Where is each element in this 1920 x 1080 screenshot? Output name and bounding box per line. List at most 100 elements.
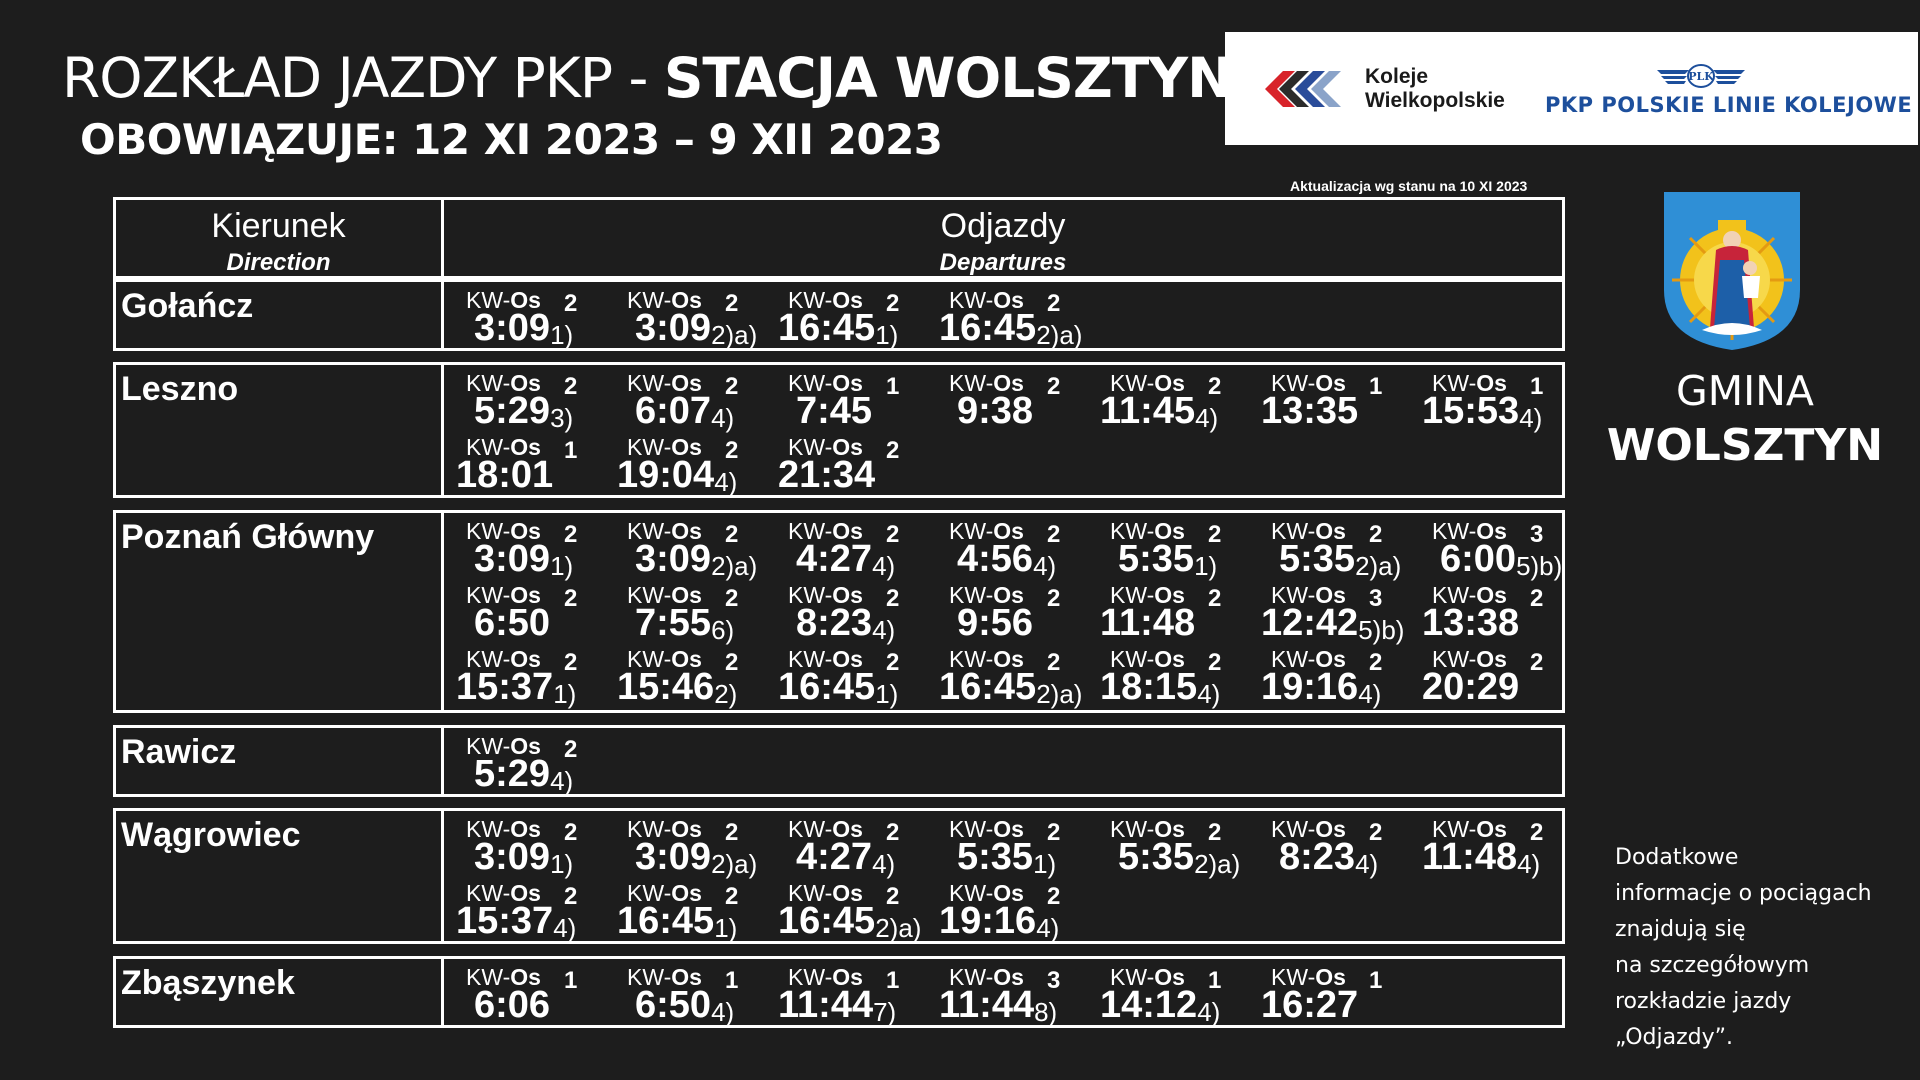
train-category-prefix: KW- (788, 518, 833, 544)
train-category-suffix: Os (1476, 646, 1507, 672)
departure-time: 16:27 (1261, 984, 1359, 1026)
destination-name: Poznań Główny (121, 518, 375, 556)
gmina-wolsztyn-coat-of-arms-icon (1664, 192, 1800, 350)
platform-number: 2 (1208, 521, 1222, 548)
train-category: KW-Os (949, 286, 1024, 314)
train-category: KW-Os (1271, 815, 1346, 843)
platform-number: 2 (1208, 373, 1222, 400)
destination-row: Wągrowiec KW-Os 2 3:091) KW-Os 2 3:092)a) KW-Os… (113, 808, 1565, 944)
page-title: ROZKŁAD JAZDY PKP - STACJA WOLSZTYN (62, 42, 1233, 114)
train-category-suffix: Os (671, 646, 702, 672)
train-category: KW-Os (1271, 369, 1346, 397)
departure-time: 19:16 (1261, 666, 1359, 708)
departure-time-cell: 4:564) (939, 537, 1107, 588)
train-category-prefix: KW- (627, 434, 672, 460)
train-category: KW-Os (788, 433, 863, 461)
train-category: KW-Os (466, 286, 541, 314)
train-category-suffix: Os (510, 518, 541, 544)
direction-header-pl: Kierunek (211, 207, 346, 245)
platform-number: 2 (1047, 290, 1061, 317)
train-category-suffix: Os (1476, 518, 1507, 544)
train-category-prefix: KW- (1271, 816, 1316, 842)
departure-time-cell: 21:34 (778, 453, 928, 504)
train-category-suffix: Os (510, 370, 541, 396)
train-category-suffix: Os (993, 582, 1024, 608)
footnote-marker: 4) (711, 997, 735, 1027)
departure-entry: KW-Os 1 15:534) (1422, 369, 1582, 433)
title-station: STACJA WOLSZTYN (663, 46, 1233, 110)
train-category-prefix: KW- (1110, 816, 1155, 842)
departure-time: 21:34 (778, 454, 876, 496)
train-category-suffix: Os (510, 434, 541, 460)
departure-entry: KW-Os 2 16:451) (617, 879, 777, 943)
departure-entry: KW-Os 1 14:124) (1100, 963, 1260, 1027)
platform-number: 3 (1369, 585, 1383, 612)
train-category-suffix: Os (671, 370, 702, 396)
footnote-marker: 4) (872, 551, 896, 581)
train-category-prefix: KW- (1110, 964, 1155, 990)
footnote-marker: 1) (714, 913, 738, 943)
departure-entry: KW-Os 2 3:091) (456, 517, 616, 581)
train-category: KW-Os (466, 433, 541, 461)
train-category-prefix: KW- (1271, 646, 1316, 672)
platform-number: 2 (564, 290, 578, 317)
departure-time-cell: 16:451) (778, 306, 928, 357)
departure-time: 16:45 (778, 900, 876, 942)
departure-time-cell: 20:29 (1422, 665, 1572, 716)
gmina-name: WOLSZTYN (1606, 420, 1884, 471)
train-category: KW-Os (1432, 581, 1507, 609)
train-category-suffix: Os (1154, 370, 1185, 396)
departure-time: 3:09 (635, 307, 712, 349)
train-category: KW-Os (466, 645, 541, 673)
koleje-wielkopolskie-name: Koleje Wielkopolskie (1365, 65, 1505, 113)
plk-company-name: PKP POLSKIE LINIE KOLEJOWE S.A. (1545, 93, 1920, 117)
train-category: KW-Os (949, 369, 1024, 397)
departure-time-cell: 7:45 (778, 389, 946, 440)
footnote-marker: 2)a) (711, 551, 758, 581)
departure-entry: KW-Os 2 19:044) (617, 433, 777, 497)
direction-header: Kierunek Direction (116, 200, 441, 278)
departure-entry: KW-Os 2 5:351) (939, 815, 1099, 879)
departure-time: 3:09 (474, 836, 551, 878)
departure-entry: KW-Os 2 16:452)a) (939, 286, 1099, 350)
platform-number: 2 (725, 585, 739, 612)
train-category-prefix: KW- (788, 370, 833, 396)
train-category-suffix: Os (671, 582, 702, 608)
departure-time: 20:29 (1422, 666, 1520, 708)
departure-entry: KW-Os 2 3:092)a) (617, 286, 777, 350)
departure-time-cell: 7:556) (617, 601, 785, 652)
train-category-suffix: Os (1315, 964, 1346, 990)
train-category-prefix: KW- (466, 646, 511, 672)
departure-time-cell: 19:044) (617, 453, 767, 504)
departure-time: 4:27 (796, 836, 873, 878)
departure-time-cell: 4:274) (778, 537, 946, 588)
footnote-marker: 4) (1517, 849, 1541, 879)
train-category-prefix: KW- (466, 434, 511, 460)
validity-period: OBOWIĄZUJE: 12 XI 2023 – 9 XII 2023 (80, 115, 943, 164)
departure-time: 11:45 (1100, 390, 1196, 432)
train-category-prefix: KW- (1110, 646, 1155, 672)
train-category-suffix: Os (1476, 370, 1507, 396)
departure-time: 19:16 (939, 900, 1037, 942)
train-category: KW-Os (788, 581, 863, 609)
departure-time-cell: 14:124) (1100, 983, 1250, 1034)
train-category: KW-Os (788, 645, 863, 673)
departure-time-cell: 16:27 (1261, 983, 1411, 1034)
departure-entry: KW-Os 2 5:294) (456, 732, 616, 796)
footnote-marker: 4) (1358, 679, 1382, 709)
kw-name-line1: Koleje (1365, 65, 1429, 88)
train-category-suffix: Os (993, 646, 1024, 672)
footnote-marker: 2)a) (711, 320, 758, 350)
departure-entry: KW-Os 1 6:504) (617, 963, 777, 1027)
departure-time-cell: 6:504) (617, 983, 785, 1034)
train-category-suffix: Os (832, 816, 863, 842)
platform-number: 2 (564, 883, 578, 910)
footnote-marker: 1) (553, 679, 577, 709)
platform-number: 2 (886, 819, 900, 846)
plk-mark-text: PLK (1688, 70, 1714, 83)
departure-entry: KW-Os 2 16:452)a) (939, 645, 1099, 709)
platform-number: 2 (564, 649, 578, 676)
departure-time-cell: 16:451) (617, 899, 767, 950)
train-category-prefix: KW- (466, 880, 511, 906)
departure-entry: KW-Os 2 18:154) (1100, 645, 1260, 709)
